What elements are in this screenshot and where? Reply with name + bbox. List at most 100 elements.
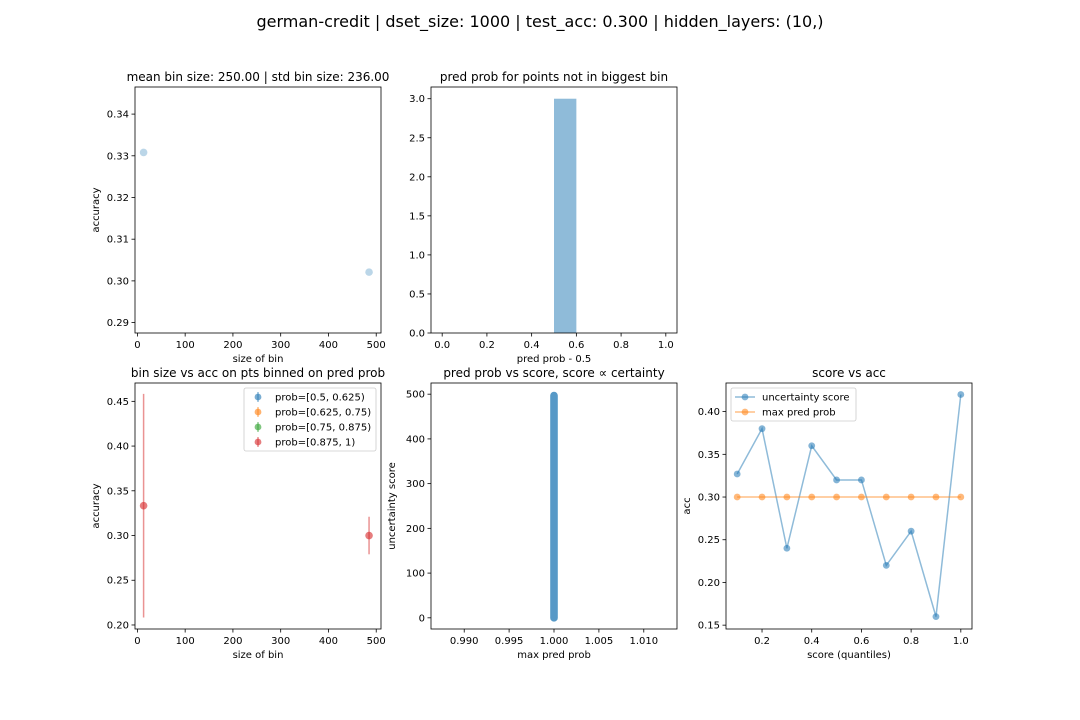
axes-frame [430, 86, 678, 334]
x-tick-label: 300 [271, 340, 290, 351]
y-tick-label: 0.34 [107, 110, 129, 121]
y-tick-label: 2.0 [409, 172, 425, 183]
legend-label: prob=[0.5, 0.625) [275, 393, 365, 404]
axes-title: pred prob for points not in biggest bin [440, 70, 668, 84]
series-point [907, 493, 915, 501]
y-tick-label: 0.30 [107, 276, 129, 287]
axes-frame [134, 86, 382, 334]
series-point [858, 476, 865, 484]
panel-score-vs-acc: 0.2 0.4 0.6 0.8 1.0 0.15 0.20 0.25 0.30 0.35 0.40 s… [682, 366, 973, 661]
y-axis-label: uncertainty score [387, 462, 398, 550]
panel-binned-pred-prob-accuracy: 0 100 200 300 400 500 0.20 0.25 0.30 0.35 0.40 0.45… [91, 366, 386, 661]
x-tick-label: 500 [367, 340, 386, 351]
legend-marker [254, 408, 262, 416]
panel-bin-size-vs-accuracy: 0 100 200 300 400 500 0.29 0.30 0.31 0.32 0.33 0.34… [91, 70, 389, 365]
x-tick-label: 1.0 [658, 340, 674, 351]
y-tick-label: 0.32 [107, 193, 129, 204]
x-axis-label: max pred prob [517, 650, 591, 661]
x-tick-label: 0.995 [495, 636, 524, 647]
y-tick-label: 0.33 [107, 151, 129, 162]
x-tick-label: 0.2 [479, 340, 495, 351]
legend-box [730, 387, 857, 422]
scatter-point-column [550, 391, 558, 622]
figure-suptitle: german-credit | dset_size: 1000 | test_a… [256, 12, 823, 32]
legend-label: prob=[0.625, 0.75) [275, 408, 371, 419]
error-bar-point [365, 531, 373, 540]
y-tick-label: 0.25 [107, 576, 129, 587]
series-point [957, 391, 965, 398]
y-tick-label: 0.35 [698, 450, 720, 461]
y-tick-label: 100 [406, 569, 425, 580]
x-tick-label: 500 [367, 636, 386, 647]
y-axis-label: accuracy [91, 187, 102, 232]
y-tick-label: 0.31 [107, 235, 129, 246]
x-tick-label: 1.0 [953, 636, 969, 647]
series-point [758, 425, 766, 433]
series-point [783, 493, 791, 501]
series-point [833, 476, 840, 484]
series-point [833, 493, 840, 501]
panel-pred-prob-vs-score: 0.990 0.995 1.000 1.005 1.010 0 100 200 300 400 50… [387, 366, 678, 661]
x-tick-label: 0.8 [903, 636, 919, 647]
legend-marker [741, 408, 749, 416]
scatter-point [365, 268, 373, 276]
legend-label: prob=[0.75, 0.875) [275, 423, 371, 434]
y-tick-label: 0.25 [698, 535, 720, 546]
x-tick-label: 200 [223, 636, 242, 647]
y-tick-label: 300 [406, 479, 425, 490]
y-tick-label: 0.30 [107, 531, 129, 542]
y-axis-label: acc [682, 497, 693, 514]
axes-frame [134, 382, 382, 630]
legend-marker [254, 423, 262, 431]
y-tick-label: 0.15 [698, 621, 720, 632]
y-tick-label: 0.20 [698, 578, 720, 589]
x-tick-label: 0.4 [804, 636, 820, 647]
y-tick-label: 0.45 [107, 397, 129, 408]
x-tick-label: 0.4 [524, 340, 540, 351]
axes-title: mean bin size: 250.00 | std bin size: 23… [127, 70, 390, 84]
x-tick-label: 1.005 [585, 636, 614, 647]
x-axis-label: score (quantiles) [807, 650, 891, 661]
y-tick-label: 500 [406, 390, 425, 401]
y-axis-label: accuracy [91, 483, 102, 528]
legend-marker [254, 393, 262, 401]
x-tick-label: 400 [319, 340, 338, 351]
series-point [808, 442, 816, 450]
x-tick-label: 300 [271, 636, 290, 647]
legend-box [243, 387, 377, 452]
series-point [882, 493, 890, 501]
y-tick-label: 1.5 [409, 211, 425, 222]
axes-frame [725, 382, 973, 630]
scatter-point [139, 148, 148, 157]
y-tick-label: 0 [419, 613, 425, 624]
y-tick-label: 3.0 [409, 94, 425, 105]
legend-label: uncertainty score [762, 393, 850, 404]
x-tick-label: 100 [176, 636, 195, 647]
y-tick-label: 2.5 [409, 133, 425, 144]
legend-marker [254, 438, 262, 446]
error-bar-point [139, 501, 148, 510]
x-tick-label: 200 [223, 340, 242, 351]
x-tick-label: 0.8 [613, 340, 629, 351]
legend-marker [741, 393, 749, 401]
y-tick-label: 0.40 [107, 442, 129, 453]
series-point [907, 527, 915, 535]
y-tick-label: 0.0 [409, 329, 425, 340]
series-point [733, 470, 741, 478]
y-tick-label: 0.35 [107, 486, 129, 497]
series-point [882, 561, 890, 569]
x-tick-label: 0 [134, 636, 140, 647]
series-point [957, 493, 965, 501]
x-tick-label: 1.000 [540, 636, 569, 647]
histogram-bar [554, 98, 577, 333]
series-point [758, 493, 766, 501]
y-tick-label: 0.29 [107, 318, 129, 329]
x-tick-label: 100 [176, 340, 195, 351]
series-point [858, 493, 865, 501]
y-tick-label: 0.30 [698, 493, 720, 504]
x-axis-label: size of bin [233, 650, 284, 661]
panel-pred-prob-histogram: 0.0 0.2 0.4 0.6 0.8 1.0 0.0 0.5 1.0 1.5 2.0 2.5 3.0 p… [409, 70, 678, 365]
series-point [932, 493, 940, 501]
series-point [733, 493, 741, 501]
